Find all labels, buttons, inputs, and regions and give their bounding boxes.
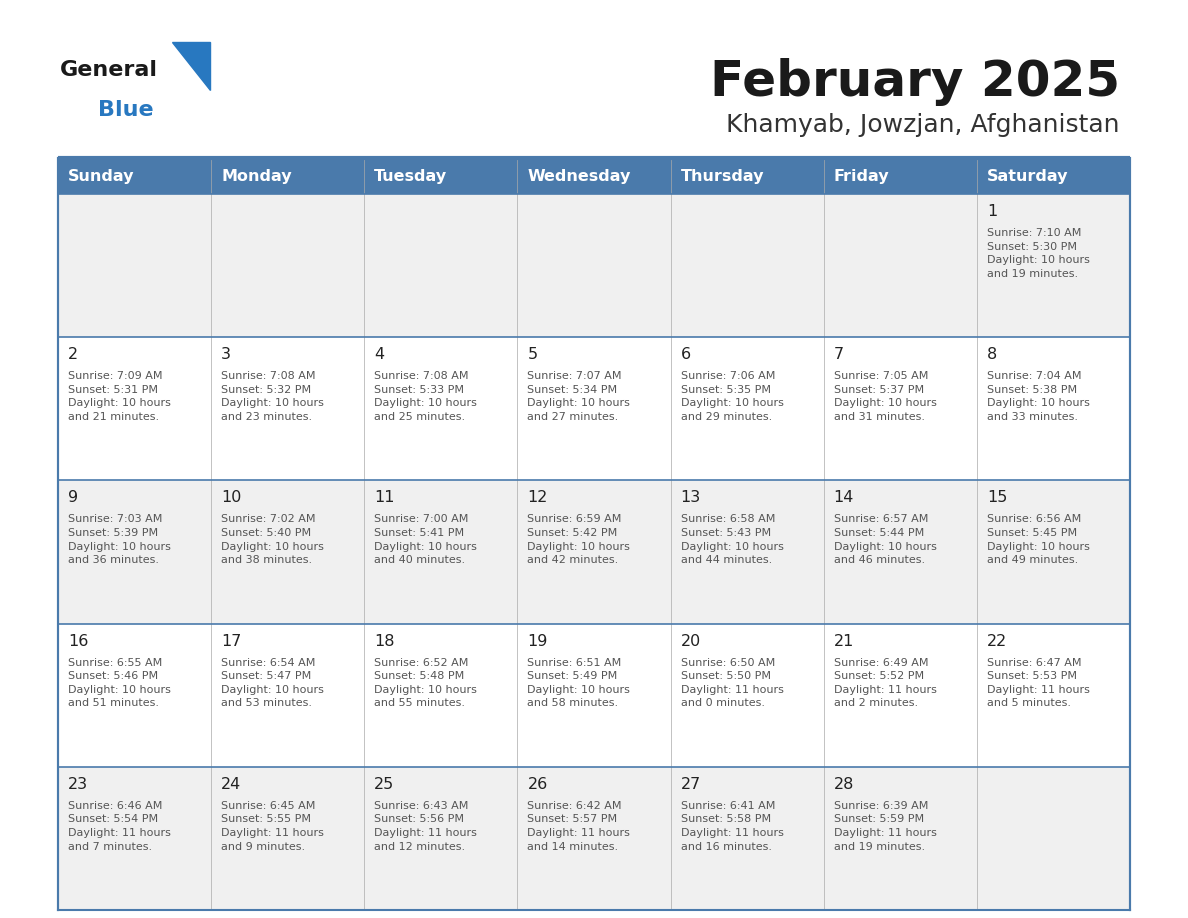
Text: Sunrise: 6:39 AM
Sunset: 5:59 PM
Daylight: 11 hours
and 19 minutes.: Sunrise: 6:39 AM Sunset: 5:59 PM Dayligh… [834,800,936,852]
Bar [58,194,1130,337]
Text: 26: 26 [527,777,548,792]
Bar [58,337,1130,480]
Text: Sunrise: 6:56 AM
Sunset: 5:45 PM
Daylight: 10 hours
and 49 minutes.: Sunrise: 6:56 AM Sunset: 5:45 PM Dayligh… [987,514,1089,565]
Bar [58,480,1130,623]
Text: Sunrise: 6:58 AM
Sunset: 5:43 PM
Daylight: 10 hours
and 44 minutes.: Sunrise: 6:58 AM Sunset: 5:43 PM Dayligh… [681,514,783,565]
Text: 7: 7 [834,347,843,363]
Text: Sunrise: 7:00 AM
Sunset: 5:41 PM
Daylight: 10 hours
and 40 minutes.: Sunrise: 7:00 AM Sunset: 5:41 PM Dayligh… [374,514,478,565]
Text: Sunrise: 6:42 AM
Sunset: 5:57 PM
Daylight: 11 hours
and 14 minutes.: Sunrise: 6:42 AM Sunset: 5:57 PM Dayligh… [527,800,631,852]
Bar [670,158,823,194]
Text: 11: 11 [374,490,394,506]
Polygon shape [172,42,210,90]
Bar [211,158,365,194]
Text: 21: 21 [834,633,854,649]
Text: 12: 12 [527,490,548,506]
Text: 16: 16 [68,633,88,649]
Text: 18: 18 [374,633,394,649]
Text: Sunrise: 6:51 AM
Sunset: 5:49 PM
Daylight: 10 hours
and 58 minutes.: Sunrise: 6:51 AM Sunset: 5:49 PM Dayligh… [527,657,631,709]
Text: Sunrise: 6:52 AM
Sunset: 5:48 PM
Daylight: 10 hours
and 55 minutes.: Sunrise: 6:52 AM Sunset: 5:48 PM Dayligh… [374,657,478,709]
Text: Sunrise: 7:06 AM
Sunset: 5:35 PM
Daylight: 10 hours
and 29 minutes.: Sunrise: 7:06 AM Sunset: 5:35 PM Dayligh… [681,371,783,422]
Text: Sunrise: 6:41 AM
Sunset: 5:58 PM
Daylight: 11 hours
and 16 minutes.: Sunrise: 6:41 AM Sunset: 5:58 PM Dayligh… [681,800,783,852]
Text: 4: 4 [374,347,385,363]
Text: 17: 17 [221,633,241,649]
Text: 1: 1 [987,204,997,219]
Bar [518,158,670,194]
Text: 9: 9 [68,490,78,506]
Text: 24: 24 [221,777,241,792]
Text: 25: 25 [374,777,394,792]
Text: Sunrise: 6:49 AM
Sunset: 5:52 PM
Daylight: 11 hours
and 2 minutes.: Sunrise: 6:49 AM Sunset: 5:52 PM Dayligh… [834,657,936,709]
Text: 27: 27 [681,777,701,792]
Text: Sunrise: 6:54 AM
Sunset: 5:47 PM
Daylight: 10 hours
and 53 minutes.: Sunrise: 6:54 AM Sunset: 5:47 PM Dayligh… [221,657,324,709]
Text: 10: 10 [221,490,241,506]
Text: Khamyab, Jowzjan, Afghanistan: Khamyab, Jowzjan, Afghanistan [727,113,1120,137]
Bar [977,158,1130,194]
Bar [58,158,211,194]
Text: 13: 13 [681,490,701,506]
Text: Sunrise: 6:59 AM
Sunset: 5:42 PM
Daylight: 10 hours
and 42 minutes.: Sunrise: 6:59 AM Sunset: 5:42 PM Dayligh… [527,514,631,565]
Text: Friday: Friday [834,169,890,184]
Text: Sunrise: 7:02 AM
Sunset: 5:40 PM
Daylight: 10 hours
and 38 minutes.: Sunrise: 7:02 AM Sunset: 5:40 PM Dayligh… [221,514,324,565]
Text: Wednesday: Wednesday [527,169,631,184]
Text: Sunrise: 7:08 AM
Sunset: 5:32 PM
Daylight: 10 hours
and 23 minutes.: Sunrise: 7:08 AM Sunset: 5:32 PM Dayligh… [221,371,324,422]
Text: Sunrise: 7:07 AM
Sunset: 5:34 PM
Daylight: 10 hours
and 27 minutes.: Sunrise: 7:07 AM Sunset: 5:34 PM Dayligh… [527,371,631,422]
Text: Sunrise: 6:57 AM
Sunset: 5:44 PM
Daylight: 10 hours
and 46 minutes.: Sunrise: 6:57 AM Sunset: 5:44 PM Dayligh… [834,514,936,565]
Text: 6: 6 [681,347,690,363]
Text: 14: 14 [834,490,854,506]
Text: Sunrise: 6:55 AM
Sunset: 5:46 PM
Daylight: 10 hours
and 51 minutes.: Sunrise: 6:55 AM Sunset: 5:46 PM Dayligh… [68,657,171,709]
Text: Blue: Blue [97,100,153,120]
Text: 19: 19 [527,633,548,649]
Text: Sunrise: 7:05 AM
Sunset: 5:37 PM
Daylight: 10 hours
and 31 minutes.: Sunrise: 7:05 AM Sunset: 5:37 PM Dayligh… [834,371,936,422]
Text: February 2025: February 2025 [710,58,1120,106]
Text: General: General [61,60,158,80]
Text: 20: 20 [681,633,701,649]
Text: 3: 3 [221,347,232,363]
Text: Sunrise: 6:45 AM
Sunset: 5:55 PM
Daylight: 11 hours
and 9 minutes.: Sunrise: 6:45 AM Sunset: 5:55 PM Dayligh… [221,800,324,852]
Text: Sunrise: 7:08 AM
Sunset: 5:33 PM
Daylight: 10 hours
and 25 minutes.: Sunrise: 7:08 AM Sunset: 5:33 PM Dayligh… [374,371,478,422]
Bar [823,158,977,194]
Text: Sunrise: 7:10 AM
Sunset: 5:30 PM
Daylight: 10 hours
and 19 minutes.: Sunrise: 7:10 AM Sunset: 5:30 PM Dayligh… [987,228,1089,279]
Text: Sunrise: 7:09 AM
Sunset: 5:31 PM
Daylight: 10 hours
and 21 minutes.: Sunrise: 7:09 AM Sunset: 5:31 PM Dayligh… [68,371,171,422]
Text: Sunrise: 7:03 AM
Sunset: 5:39 PM
Daylight: 10 hours
and 36 minutes.: Sunrise: 7:03 AM Sunset: 5:39 PM Dayligh… [68,514,171,565]
Text: 8: 8 [987,347,997,363]
Text: Sunrise: 6:47 AM
Sunset: 5:53 PM
Daylight: 11 hours
and 5 minutes.: Sunrise: 6:47 AM Sunset: 5:53 PM Dayligh… [987,657,1089,709]
Text: 2: 2 [68,347,78,363]
Text: Sunrise: 6:43 AM
Sunset: 5:56 PM
Daylight: 11 hours
and 12 minutes.: Sunrise: 6:43 AM Sunset: 5:56 PM Dayligh… [374,800,478,852]
Bar [58,767,1130,910]
Text: Sunday: Sunday [68,169,134,184]
Text: Thursday: Thursday [681,169,764,184]
Bar [58,623,1130,767]
Text: Sunrise: 6:50 AM
Sunset: 5:50 PM
Daylight: 11 hours
and 0 minutes.: Sunrise: 6:50 AM Sunset: 5:50 PM Dayligh… [681,657,783,709]
Text: 23: 23 [68,777,88,792]
Text: 5: 5 [527,347,537,363]
Text: Monday: Monday [221,169,292,184]
Text: Tuesday: Tuesday [374,169,448,184]
Text: 28: 28 [834,777,854,792]
Bar [365,158,518,194]
Text: Sunrise: 6:46 AM
Sunset: 5:54 PM
Daylight: 11 hours
and 7 minutes.: Sunrise: 6:46 AM Sunset: 5:54 PM Dayligh… [68,800,171,852]
Text: Saturday: Saturday [987,169,1068,184]
Text: Sunrise: 7:04 AM
Sunset: 5:38 PM
Daylight: 10 hours
and 33 minutes.: Sunrise: 7:04 AM Sunset: 5:38 PM Dayligh… [987,371,1089,422]
Text: 22: 22 [987,633,1007,649]
Text: 15: 15 [987,490,1007,506]
